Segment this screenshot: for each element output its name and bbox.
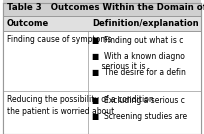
Text: ■  With a known diagno
    serious it is: ■ With a known diagno serious it is <box>92 52 185 71</box>
Text: ■  Screening studies are: ■ Screening studies are <box>92 112 187 121</box>
Text: ■  The desire for a defin: ■ The desire for a defin <box>92 68 186 77</box>
Text: Outcome: Outcome <box>7 19 49 28</box>
Bar <box>3 91 201 134</box>
Text: Definition/explanation: Definition/explanation <box>92 19 199 28</box>
Text: ■  Excluding a serious c: ■ Excluding a serious c <box>92 96 185 105</box>
Bar <box>3 0 201 16</box>
Text: Finding cause of symptoms: Finding cause of symptoms <box>7 35 112 44</box>
Bar <box>3 16 201 31</box>
Text: Table 3   Outcomes Within the Domain of Information or Kno: Table 3 Outcomes Within the Domain of In… <box>7 3 204 12</box>
Bar <box>3 31 201 91</box>
Text: Reducing the possibility of a condition
the patient is worried about: Reducing the possibility of a condition … <box>7 95 154 116</box>
Text: ■  Finding out what is c: ■ Finding out what is c <box>92 36 183 45</box>
